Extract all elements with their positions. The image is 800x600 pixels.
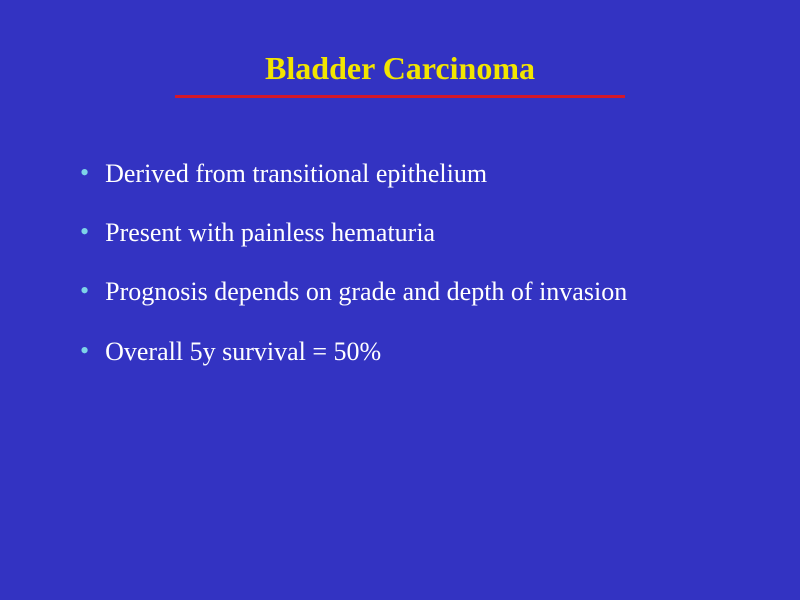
bullet-list: • Derived from transitional epithelium •…	[60, 158, 740, 367]
bullet-text: Derived from transitional epithelium	[105, 158, 487, 189]
bullet-icon: •	[80, 219, 89, 245]
bullet-icon: •	[80, 278, 89, 304]
list-item: • Present with painless hematuria	[80, 217, 740, 248]
bullet-icon: •	[80, 338, 89, 364]
list-item: • Derived from transitional epithelium	[80, 158, 740, 189]
bullet-icon: •	[80, 160, 89, 186]
list-item: • Overall 5y survival = 50%	[80, 336, 740, 367]
slide-title: Bladder Carcinoma	[60, 50, 740, 87]
bullet-text: Present with painless hematuria	[105, 217, 435, 248]
title-divider	[175, 95, 625, 98]
bullet-text: Overall 5y survival = 50%	[105, 336, 381, 367]
slide-container: Bladder Carcinoma • Derived from transit…	[0, 0, 800, 600]
list-item: • Prognosis depends on grade and depth o…	[80, 276, 740, 307]
bullet-text: Prognosis depends on grade and depth of …	[105, 276, 627, 307]
